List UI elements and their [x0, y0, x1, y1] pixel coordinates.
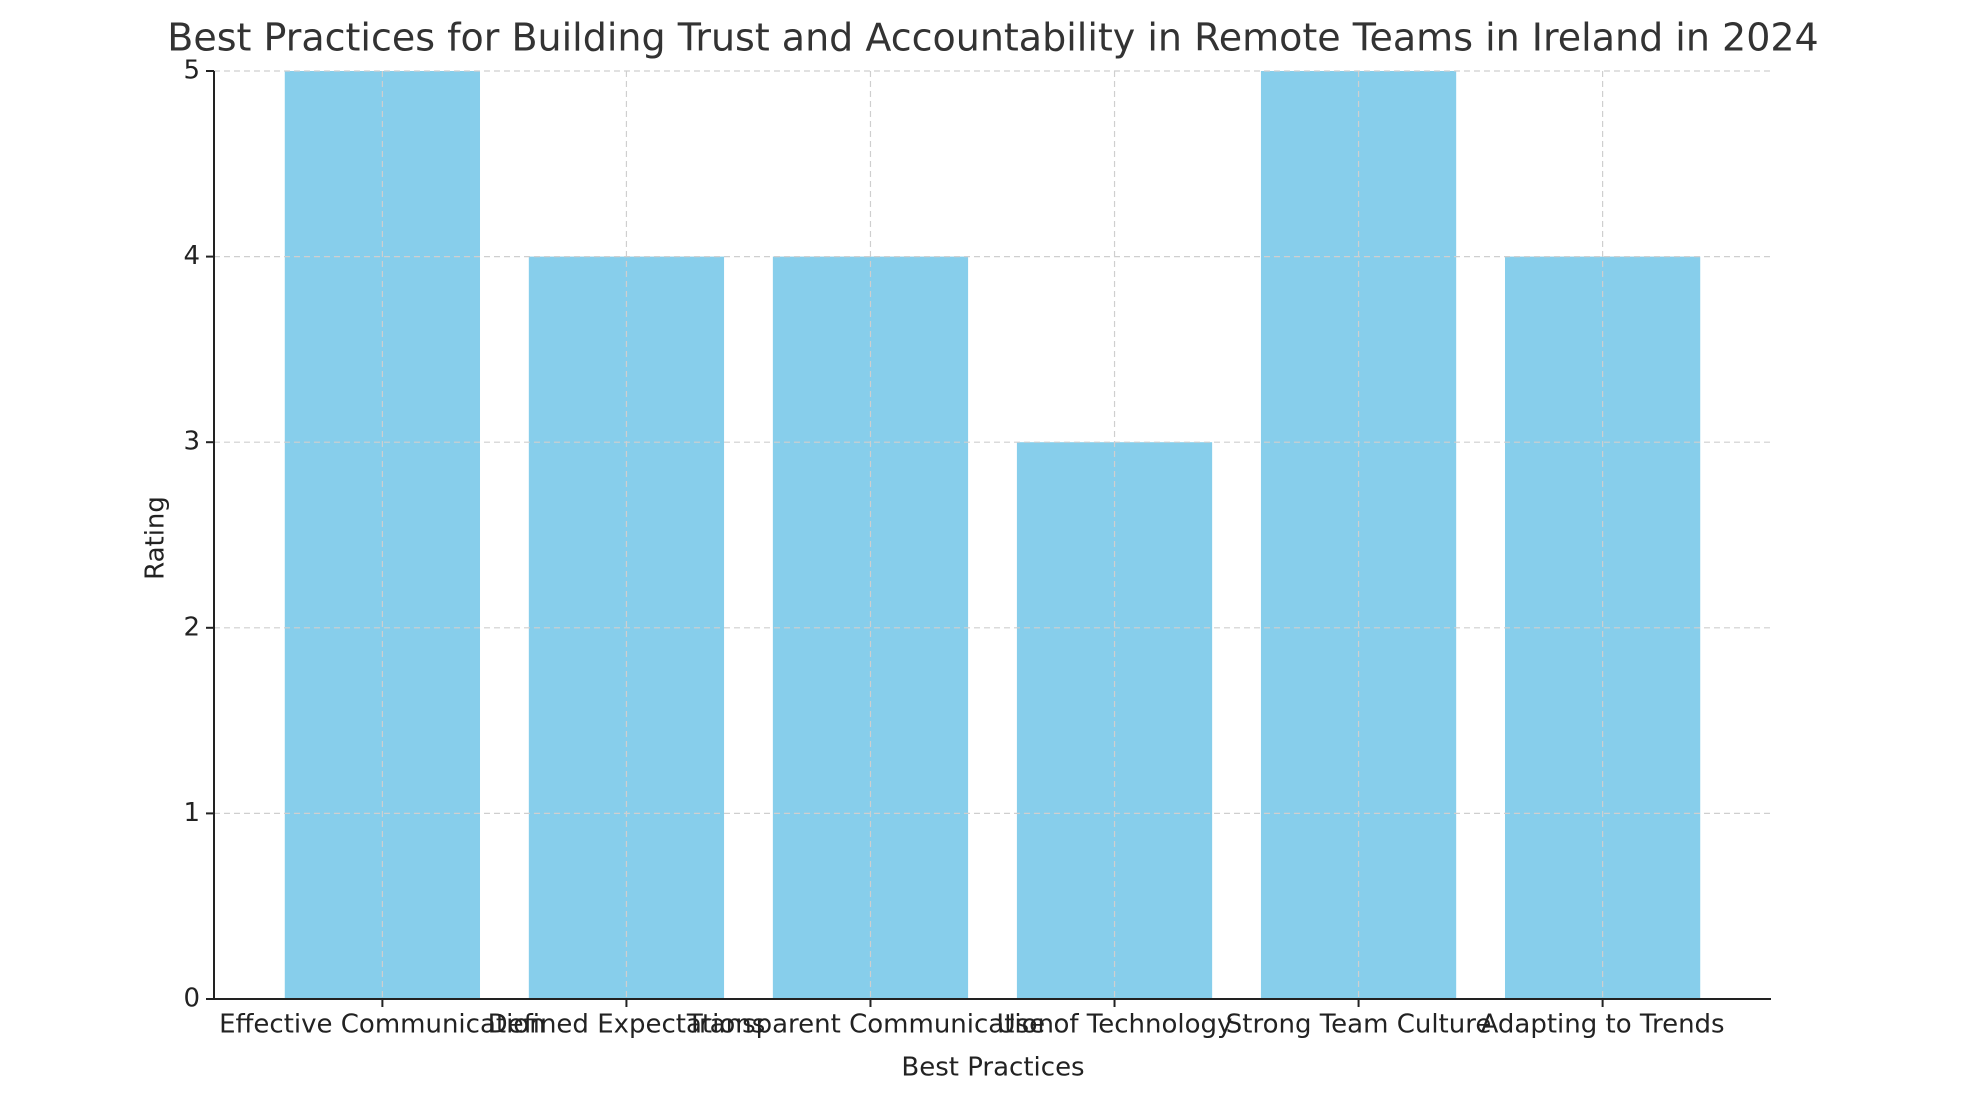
y-tick-label: 0 — [183, 984, 200, 1014]
y-tick-label: 1 — [183, 798, 200, 828]
y-tick-label: 5 — [183, 56, 200, 86]
x-tick-label: Strong Team Culture — [1226, 1010, 1492, 1040]
x-tick-label: Transparent Communication — [686, 1010, 1054, 1040]
chart-title: Best Practices for Building Trust and Ac… — [167, 16, 1818, 60]
y-axis-label: Rating — [141, 496, 171, 580]
y-tick-label: 2 — [183, 612, 200, 642]
x-axis-label: Best Practices — [901, 1053, 1084, 1083]
y-tick-label: 4 — [183, 241, 200, 271]
x-tick-label: Effective Communication — [219, 1010, 546, 1040]
x-tick-label: Adapting to Trends — [1481, 1010, 1725, 1040]
x-tick-label: Defined Expectations — [488, 1010, 766, 1040]
x-tick-label: Use of Technology — [997, 1010, 1233, 1040]
y-tick-label: 3 — [183, 427, 200, 457]
